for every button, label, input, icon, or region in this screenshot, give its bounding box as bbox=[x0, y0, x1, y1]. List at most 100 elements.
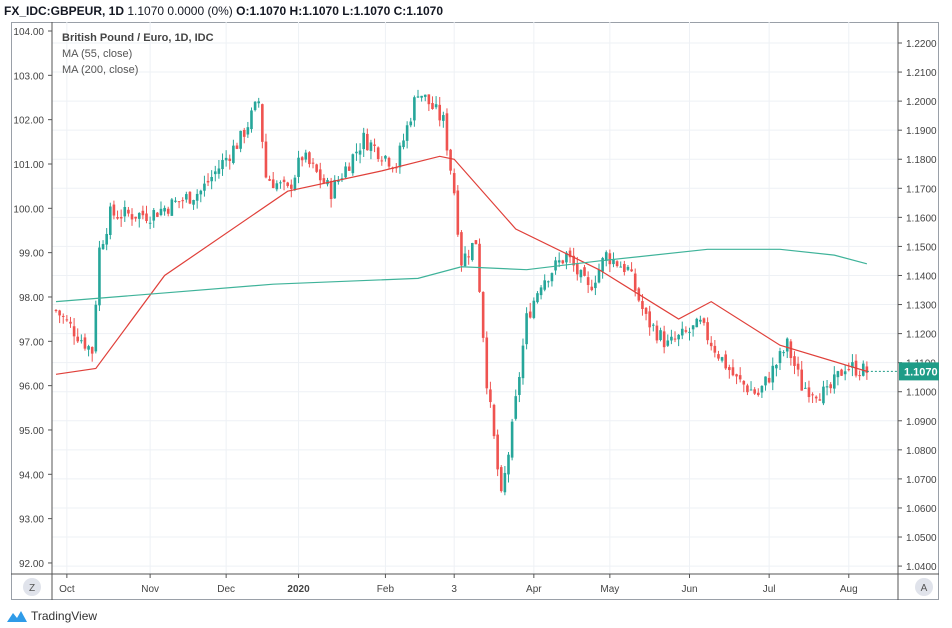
right-axis-label: 1.0900 bbox=[906, 417, 937, 428]
candle bbox=[369, 139, 373, 160]
candle-body bbox=[510, 421, 514, 458]
left-axis-label: 93.00 bbox=[19, 515, 44, 526]
candle bbox=[731, 359, 735, 377]
candle bbox=[767, 371, 771, 384]
candle-body bbox=[670, 336, 673, 341]
left-axis-label: 96.00 bbox=[19, 382, 44, 393]
candle bbox=[416, 89, 420, 99]
candle-body bbox=[775, 364, 778, 369]
candle bbox=[677, 334, 680, 347]
candle-body bbox=[109, 206, 112, 235]
button-bg bbox=[915, 578, 933, 596]
candle-body bbox=[778, 351, 782, 364]
candle-body bbox=[420, 95, 423, 98]
candle-body bbox=[116, 217, 119, 219]
candle-body bbox=[539, 287, 543, 296]
candle bbox=[398, 142, 402, 174]
candle bbox=[481, 291, 485, 343]
candle-body bbox=[724, 354, 727, 369]
candle-body bbox=[756, 392, 760, 396]
candle-body bbox=[793, 356, 796, 366]
candle bbox=[413, 95, 416, 127]
candle-body bbox=[590, 286, 594, 291]
auto-scale-button[interactable]: A bbox=[915, 578, 933, 596]
left-axis-label: 92.00 bbox=[19, 559, 44, 570]
right-axis-label: 1.0500 bbox=[906, 533, 937, 544]
candle bbox=[507, 451, 510, 483]
chart-frame[interactable] bbox=[11, 22, 939, 600]
candle-body bbox=[185, 194, 188, 200]
candle bbox=[644, 307, 648, 321]
right-axis-label: 1.0600 bbox=[906, 504, 937, 515]
candle-body bbox=[181, 200, 184, 202]
candle-body bbox=[463, 253, 467, 267]
candle bbox=[456, 185, 460, 237]
candle bbox=[105, 228, 108, 251]
candle-body bbox=[623, 264, 626, 272]
candle bbox=[109, 202, 112, 240]
candle-body bbox=[666, 340, 670, 346]
candle bbox=[547, 280, 550, 288]
candle bbox=[760, 385, 764, 398]
candle bbox=[478, 238, 481, 293]
candle-body bbox=[644, 307, 648, 314]
x-axis-label: Aug bbox=[840, 584, 858, 595]
brand-label: TradingView bbox=[31, 609, 98, 623]
candle bbox=[662, 325, 666, 354]
candle-body bbox=[402, 140, 405, 148]
candle-body bbox=[279, 182, 282, 184]
candle-body bbox=[434, 104, 438, 108]
candle-body bbox=[199, 190, 203, 195]
legend-ma200[interactable]: MA (200, close) bbox=[62, 64, 139, 76]
candle-body bbox=[583, 267, 586, 276]
candle-body bbox=[532, 300, 536, 318]
candle bbox=[467, 249, 470, 265]
tradingview-brand[interactable]: TradingView bbox=[6, 609, 97, 623]
candle bbox=[807, 380, 811, 403]
candle bbox=[409, 117, 413, 128]
candle bbox=[130, 208, 134, 226]
candle bbox=[232, 139, 235, 165]
candle-body bbox=[836, 371, 840, 378]
candle bbox=[847, 362, 851, 372]
right-axis-label: 1.2100 bbox=[906, 68, 937, 79]
candle bbox=[764, 376, 767, 391]
candle-body bbox=[282, 179, 286, 183]
candle-body bbox=[311, 162, 315, 164]
zoom-button[interactable]: Z bbox=[23, 578, 41, 596]
candle bbox=[210, 170, 213, 190]
candle bbox=[376, 146, 380, 162]
candle bbox=[127, 206, 130, 217]
candle-body bbox=[840, 369, 843, 376]
right-axis-label: 1.1200 bbox=[906, 330, 937, 341]
legend-ma55[interactable]: MA (55, close) bbox=[62, 48, 133, 60]
candle bbox=[749, 381, 753, 391]
candle bbox=[840, 368, 843, 376]
candle-body bbox=[203, 183, 206, 191]
candle bbox=[286, 181, 289, 188]
candle-body bbox=[760, 385, 764, 393]
candle-body bbox=[123, 207, 127, 217]
candle bbox=[680, 321, 684, 340]
candle bbox=[224, 150, 228, 167]
candle-body bbox=[684, 330, 688, 332]
candle bbox=[702, 317, 706, 326]
candle bbox=[720, 356, 724, 363]
candle-body bbox=[706, 322, 709, 341]
candle-body bbox=[344, 166, 347, 178]
candle-body bbox=[445, 113, 449, 151]
candle bbox=[858, 370, 861, 381]
candle bbox=[181, 197, 184, 209]
candle bbox=[373, 138, 376, 153]
candle-body bbox=[380, 160, 384, 162]
candle bbox=[836, 370, 840, 386]
x-axis-label: Dec bbox=[217, 584, 235, 595]
candle bbox=[452, 168, 456, 196]
candle bbox=[706, 317, 709, 345]
candle-body bbox=[822, 386, 825, 404]
candle-body bbox=[789, 341, 793, 359]
candle-body bbox=[72, 326, 76, 337]
candle-body bbox=[561, 260, 565, 264]
candle bbox=[728, 364, 731, 379]
